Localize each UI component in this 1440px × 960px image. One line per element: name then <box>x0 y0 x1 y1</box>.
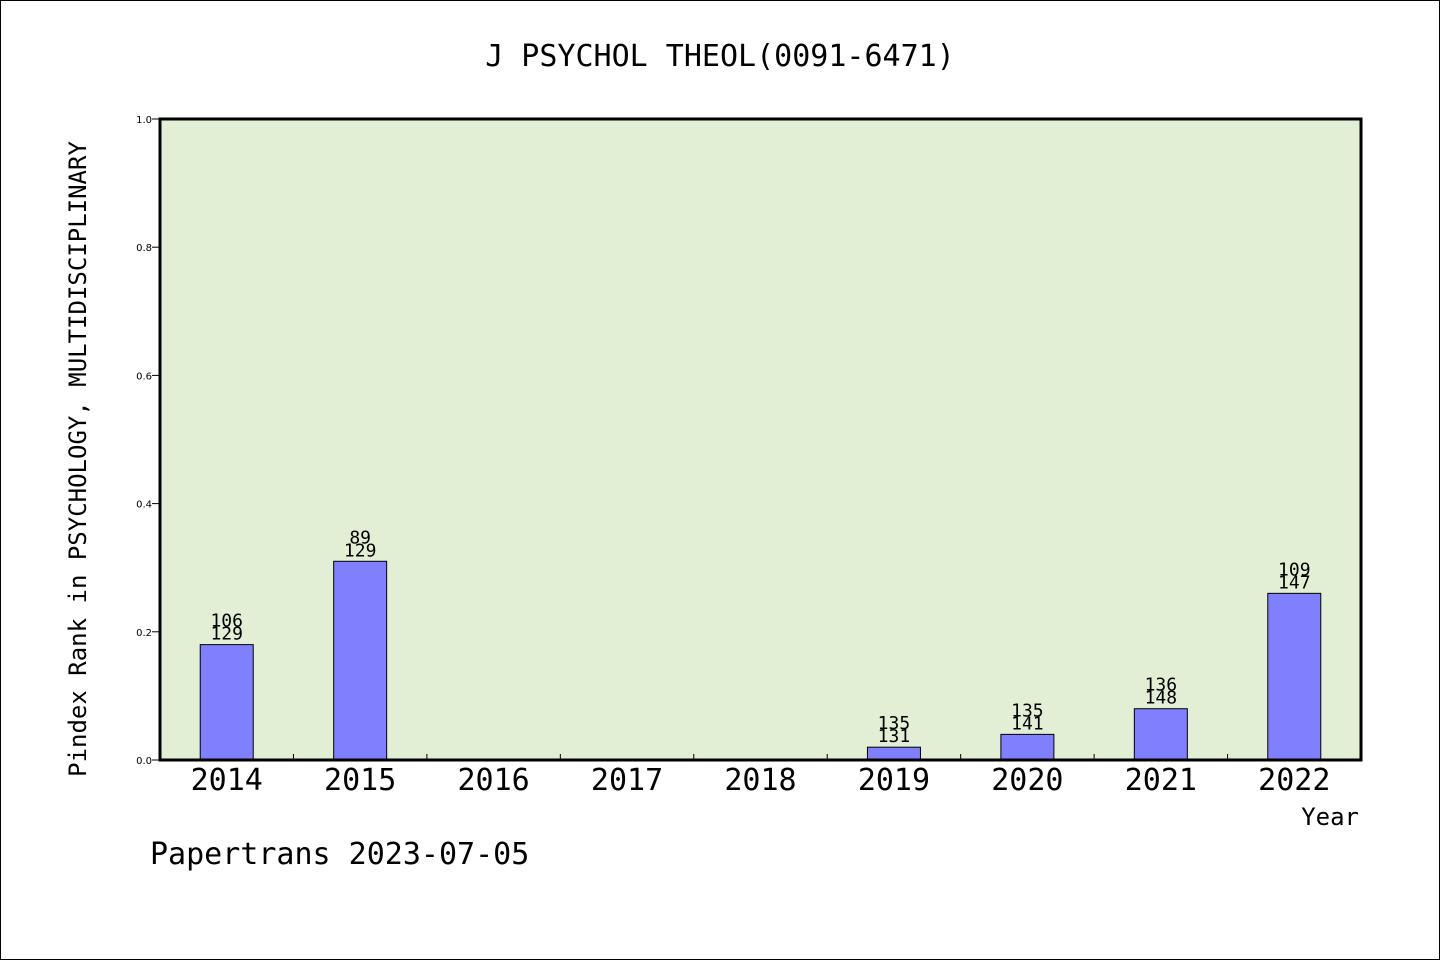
bar-label-top: 136 <box>1145 675 1178 696</box>
x-axis-tick-labels: 2014 2015 2016 2017 2018 2019 2020 2021 2022 <box>191 763 1331 798</box>
bar <box>333 560 388 761</box>
bar-label-top: 106 <box>210 611 243 632</box>
y-tick-label: 1.0 <box>136 115 152 126</box>
y-axis-ticks: 0.0 0.2 0.4 0.6 0.8 1.0 <box>136 115 160 767</box>
bar <box>199 644 254 761</box>
bar-label-bottom: 129 <box>210 624 243 645</box>
bar <box>1133 708 1188 761</box>
x-tick-label: 2018 <box>724 763 796 798</box>
bar-label-bottom: 129 <box>344 540 377 561</box>
footer-text: Papertrans 2023-07-05 <box>150 837 529 872</box>
x-axis-label: Year <box>1301 803 1359 831</box>
bar-label-top: 109 <box>1278 559 1311 580</box>
bar-label-bottom: 131 <box>878 726 911 747</box>
bars <box>199 560 1322 761</box>
y-tick-label: 0.4 <box>136 500 152 511</box>
y-tick-label: 0.8 <box>136 243 152 254</box>
bar-label-top: 135 <box>878 713 911 734</box>
y-tick-label: 0.2 <box>136 628 152 639</box>
x-tick-label: 2022 <box>1258 763 1330 798</box>
x-tick-label: 2017 <box>591 763 663 798</box>
bar-label-top: 135 <box>1011 700 1044 721</box>
x-tick-label: 2016 <box>457 763 529 798</box>
y-axis-label: Pindex Rank in PSYCHOLOGY, MULTIDISCIPLI… <box>64 141 92 777</box>
bar <box>1000 733 1055 761</box>
x-tick-label: 2014 <box>191 763 263 798</box>
bar-label-top: 89 <box>349 527 371 548</box>
y-tick-label: 0.6 <box>136 371 152 382</box>
bar-label-bottom: 148 <box>1145 688 1178 709</box>
chart-title: J PSYCHOL THEOL(0091-6471) <box>485 39 955 74</box>
y-tick-label: 0.0 <box>136 756 152 767</box>
plot-border <box>158 117 1363 762</box>
x-tick-label: 2020 <box>991 763 1063 798</box>
x-tick-label: 2019 <box>858 763 930 798</box>
x-tick-label: 2021 <box>1125 763 1197 798</box>
bar-label-bottom: 141 <box>1011 713 1044 734</box>
x-tick-label: 2015 <box>324 763 396 798</box>
bar <box>866 746 921 761</box>
bar <box>1267 592 1322 761</box>
bar-label-bottom: 147 <box>1278 572 1311 593</box>
